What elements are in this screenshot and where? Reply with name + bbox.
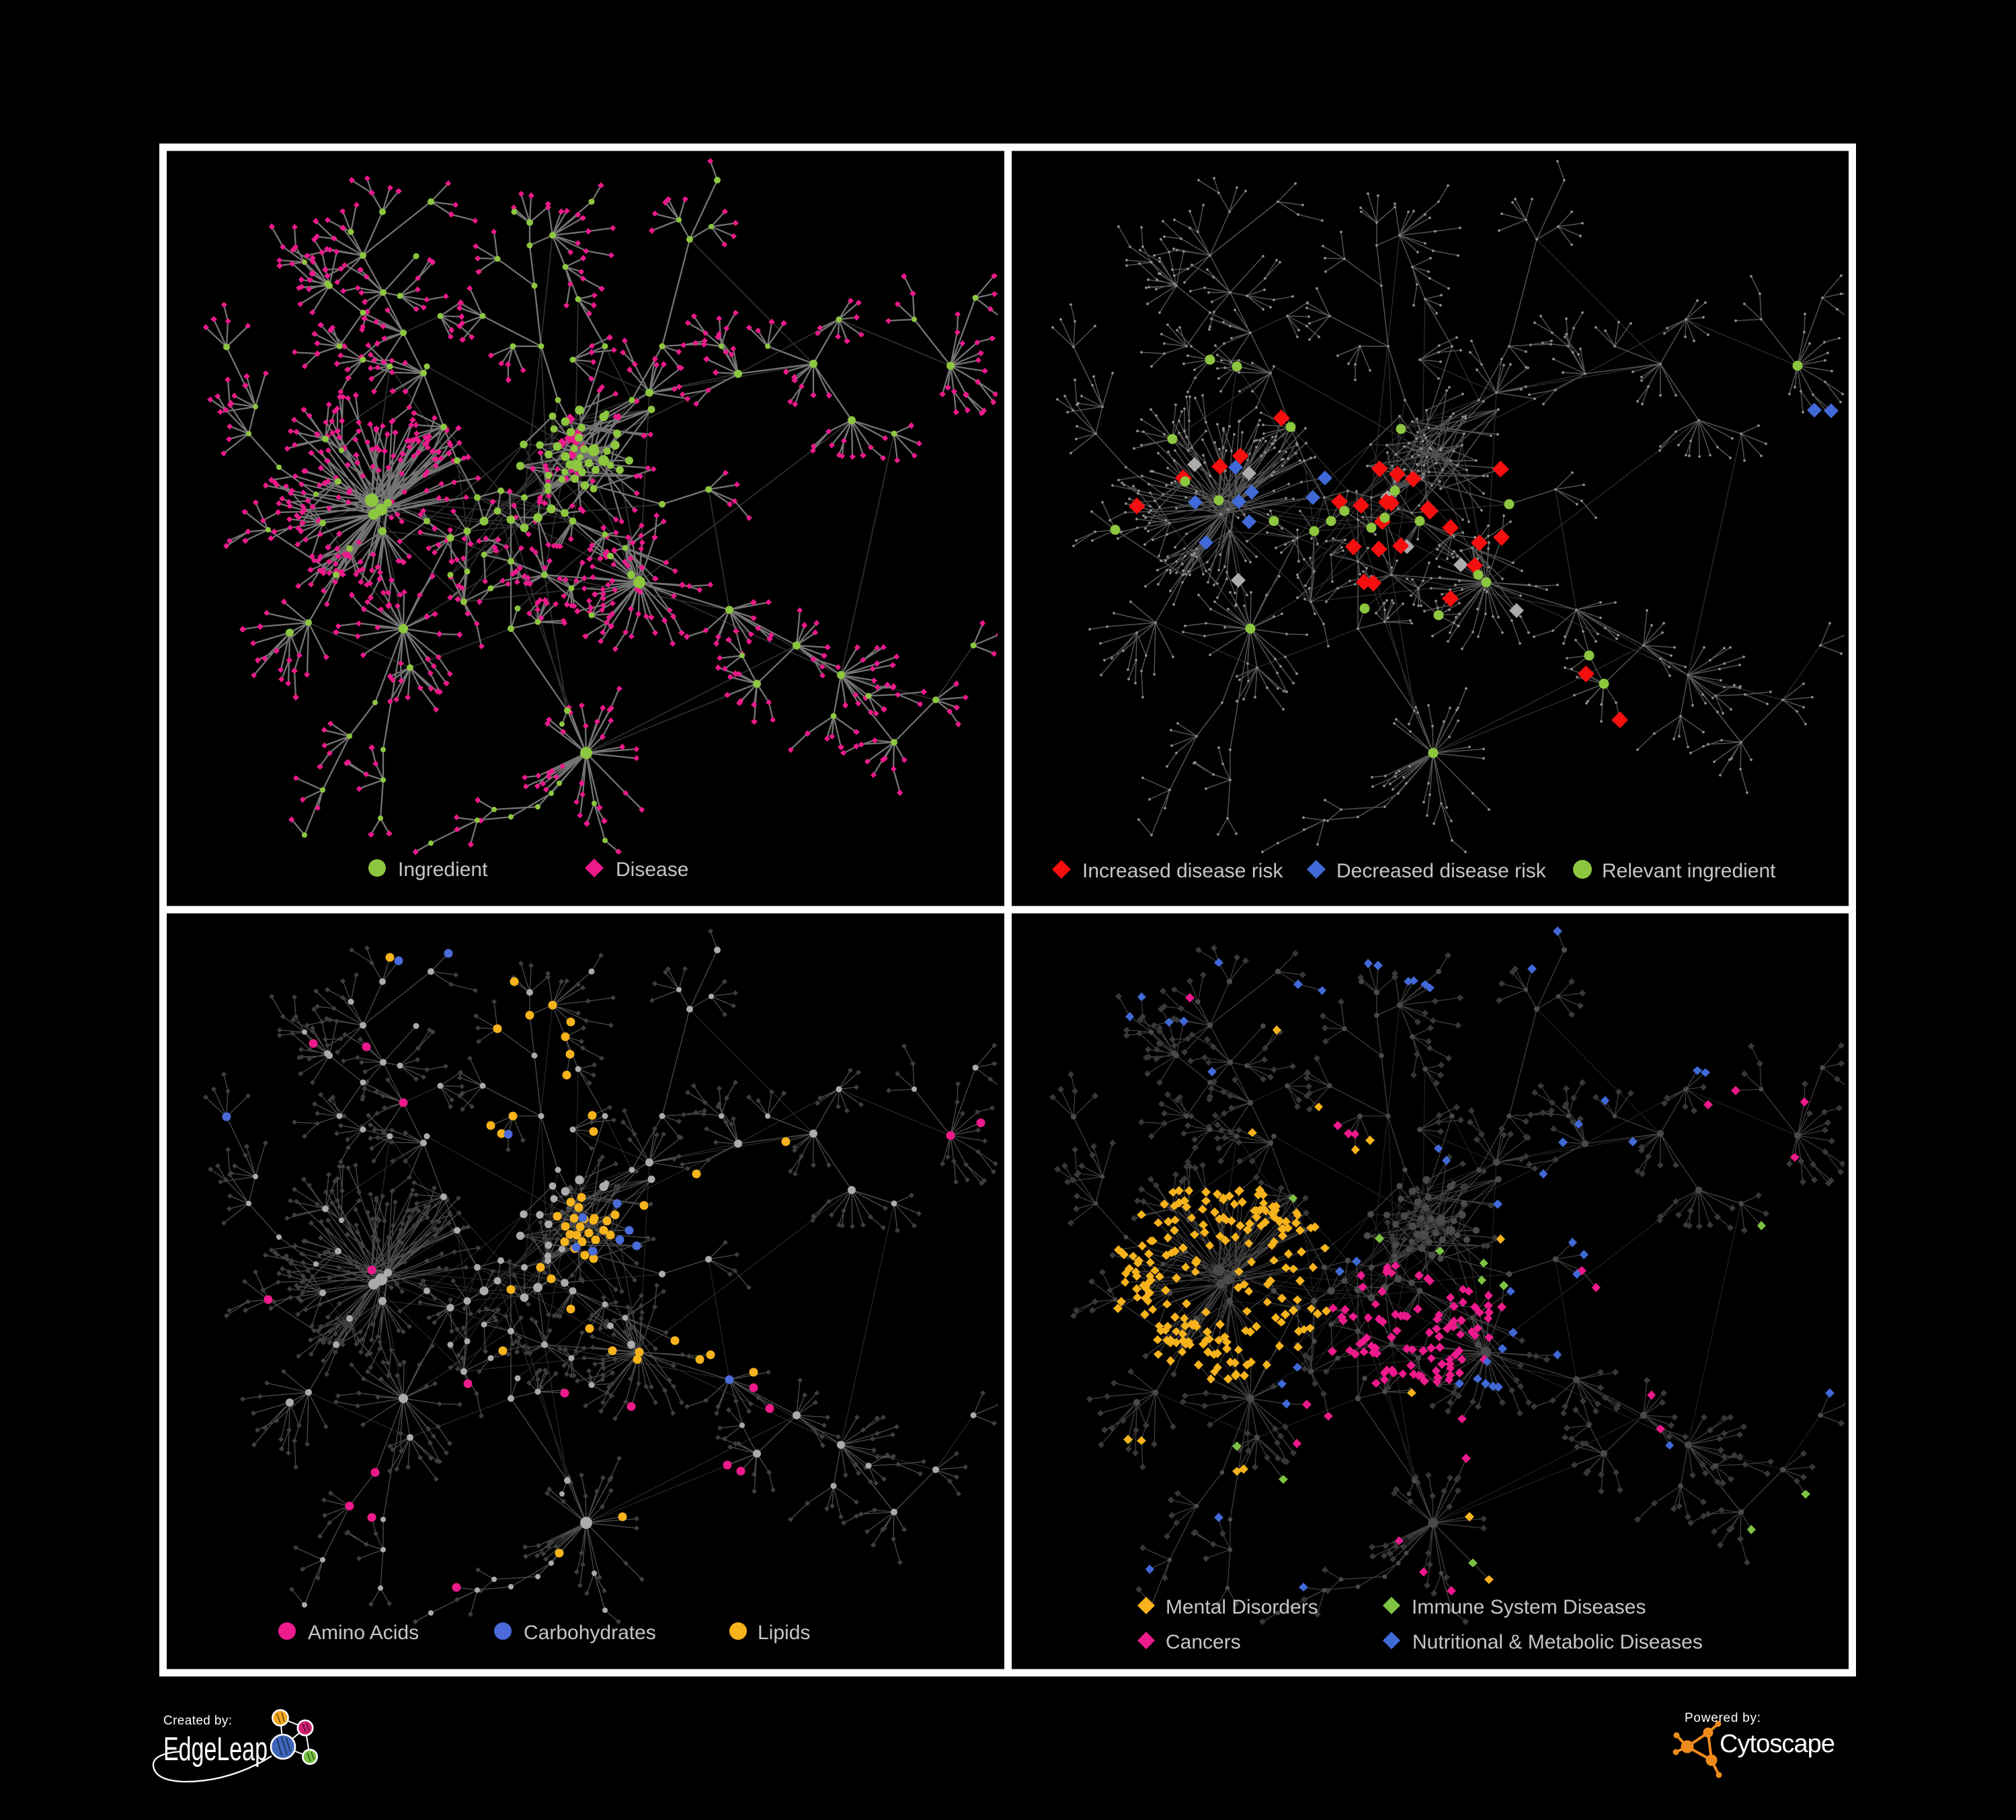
svg-text:Carbohydrates: Carbohydrates [524, 1622, 656, 1644]
svg-text:Increased disease risk: Increased disease risk [1082, 860, 1283, 882]
svg-text:Decreased disease risk: Decreased disease risk [1336, 860, 1547, 882]
svg-text:Cancers: Cancers [1166, 1631, 1241, 1653]
svg-text:Lipids: Lipids [758, 1622, 810, 1644]
svg-text:Immune System Diseases: Immune System Diseases [1412, 1596, 1646, 1618]
svg-text:Amino Acids: Amino Acids [308, 1622, 419, 1644]
svg-text:Created by:: Created by: [163, 1714, 232, 1728]
svg-text:Disease: Disease [616, 859, 688, 881]
svg-text:Cytoscape: Cytoscape [1720, 1730, 1835, 1758]
svg-text:Mental Disorders: Mental Disorders [1166, 1596, 1318, 1618]
svg-text:Ingredient: Ingredient [398, 859, 488, 881]
svg-text:Powered by:: Powered by: [1685, 1711, 1761, 1725]
svg-text:EdgeLeap: EdgeLeap [163, 1731, 268, 1768]
svg-text:Nutritional & Metabolic Diseas: Nutritional & Metabolic Diseases [1412, 1631, 1703, 1653]
svg-text:Relevant ingredient: Relevant ingredient [1602, 860, 1776, 882]
